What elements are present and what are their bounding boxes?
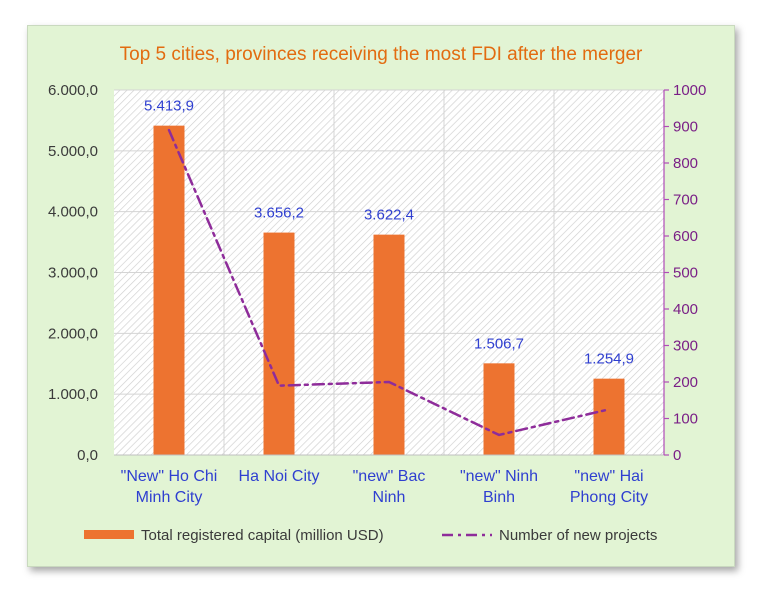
bar	[263, 232, 295, 455]
y-right-tick-label: 900	[673, 119, 698, 136]
data-labels: 5.413,9 3.656,2 3.622,4 1.506,7 1.254,9	[144, 98, 634, 368]
bar-data-label: 3.656,2	[254, 205, 304, 222]
y-right-tick-label: 600	[673, 228, 698, 245]
combo-chart: Top 5 cities, provinces receiving the mo…	[48, 44, 706, 544]
y-right-tick-label: 100	[673, 411, 698, 428]
y-left-tick-label: 4.000,0	[48, 204, 98, 221]
y-left-tick-label: 2.000,0	[48, 325, 98, 342]
x-tick-label: Ha Noi City	[239, 468, 320, 485]
legend: Total registered capital (million USD) Nu…	[84, 527, 657, 544]
y-left-tick-label: 0,0	[77, 447, 98, 464]
y-right-tick-label: 200	[673, 374, 698, 391]
axes: 0,0 1.000,0 2.000,0 3.000,0 4.000,0 5.000,0 6.…	[48, 82, 706, 506]
bar-data-label: 3.622,4	[364, 207, 414, 224]
bar-series	[153, 125, 625, 455]
x-tick-label: "new" Bac	[353, 468, 426, 485]
y-right-tick-label: 700	[673, 192, 698, 209]
bar	[373, 234, 405, 455]
y-right-tick-label: 0	[673, 447, 681, 464]
y-right-tick-label: 1000	[673, 82, 706, 99]
bar-data-label: 5.413,9	[144, 98, 194, 115]
x-tick-label: "New" Ho Chi	[121, 468, 218, 485]
y-right-tick-label: 800	[673, 155, 698, 172]
y-left-tick-label: 5.000,0	[48, 143, 98, 160]
y-left-tick-label: 6.000,0	[48, 82, 98, 99]
x-tick-label: "new" Hai	[574, 468, 643, 485]
x-tick-label: Binh	[483, 489, 515, 506]
bar	[593, 378, 625, 455]
legend-line-label: Number of new projects	[499, 527, 657, 544]
chart-frame: Top 5 cities, provinces receiving the mo…	[27, 25, 735, 567]
x-tick-label: Minh City	[136, 489, 203, 506]
bar-data-label: 1.254,9	[584, 351, 634, 368]
x-tick-label: Phong City	[570, 489, 648, 506]
x-tick-label: Ninh	[373, 489, 406, 506]
x-tick-label: "new" Ninh	[460, 468, 538, 485]
y-right-tick-label: 400	[673, 301, 698, 318]
line-series	[167, 128, 611, 437]
bar	[153, 125, 185, 455]
legend-bar-swatch	[84, 530, 134, 539]
chart-title: Top 5 cities, provinces receiving the mo…	[120, 44, 643, 65]
y-left-tick-label: 3.000,0	[48, 265, 98, 282]
legend-bar-label: Total registered capital (million USD)	[141, 527, 384, 544]
y-right-tick-label: 300	[673, 338, 698, 355]
y-right-tick-label: 500	[673, 265, 698, 282]
bar	[483, 363, 515, 455]
y-left-tick-label: 1.000,0	[48, 386, 98, 403]
bar-data-label: 1.506,7	[474, 335, 524, 352]
